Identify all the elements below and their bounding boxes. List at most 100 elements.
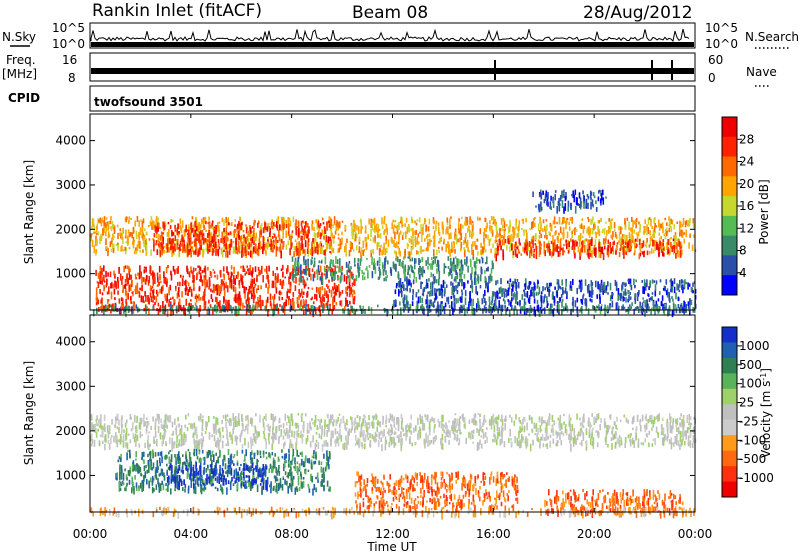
cell: [265, 251, 267, 254]
cell: [268, 266, 270, 272]
cell: [105, 271, 107, 278]
cell: [124, 247, 126, 251]
cell: [104, 281, 106, 283]
cell: [223, 228, 225, 232]
cell: [517, 301, 519, 305]
cell: [492, 244, 494, 249]
cell: [329, 237, 331, 242]
cell: [436, 264, 438, 267]
cell: [640, 306, 642, 309]
cell: [565, 223, 567, 230]
cell: [426, 295, 428, 300]
cell: [353, 249, 355, 252]
cell: [460, 305, 462, 312]
cell: [570, 217, 572, 221]
cell: [577, 307, 579, 310]
cell: [159, 274, 161, 280]
cell: [123, 249, 125, 251]
cell: [537, 286, 539, 289]
cell: [144, 267, 146, 269]
cell: [628, 221, 630, 227]
cell: [597, 442, 599, 447]
cell: [139, 288, 141, 291]
cell: [563, 190, 565, 194]
cell: [205, 305, 207, 309]
cell: [234, 278, 236, 285]
cell: [562, 220, 564, 224]
cell: [107, 223, 109, 230]
cell: [490, 249, 492, 253]
cell: [652, 279, 654, 283]
cell: [209, 277, 211, 281]
cell: [276, 246, 278, 248]
cell: [522, 294, 524, 300]
cell: [416, 292, 418, 294]
cell: [265, 283, 267, 287]
cell: [390, 267, 392, 273]
cell: [492, 291, 494, 299]
cell: [597, 227, 599, 229]
cell: [439, 290, 441, 296]
cell: [223, 266, 225, 271]
cell: [608, 218, 610, 222]
cell: [266, 266, 268, 274]
cell: [172, 238, 174, 243]
cell: [257, 286, 259, 289]
cell: [477, 298, 479, 305]
cell: [615, 280, 617, 286]
cell: [261, 268, 263, 274]
cell: [485, 262, 487, 264]
cell: [433, 249, 435, 256]
cell: [410, 283, 412, 288]
cell: [305, 282, 307, 285]
cell: [432, 305, 434, 307]
cell: [105, 222, 107, 227]
cell: [385, 270, 387, 275]
cell: [253, 287, 255, 293]
cell: [589, 246, 591, 250]
cell: [480, 285, 482, 288]
cell: [615, 232, 617, 238]
cell: [603, 197, 605, 204]
cell: [384, 217, 386, 225]
cell: [499, 239, 501, 243]
cell: [187, 250, 189, 257]
cell: [175, 229, 177, 231]
cell: [465, 298, 467, 306]
cell: [427, 257, 429, 264]
cell: [427, 234, 429, 238]
cell: [351, 243, 353, 249]
cell: [418, 251, 420, 255]
cell: [669, 305, 671, 309]
cell: [472, 224, 474, 230]
cell: [319, 260, 321, 263]
cell: [180, 218, 182, 224]
cell: [260, 227, 262, 229]
cell: [537, 300, 539, 305]
cell: [451, 296, 453, 299]
cell: [618, 308, 620, 314]
cell: [297, 304, 299, 308]
cell: [486, 427, 488, 430]
cell: [201, 219, 203, 224]
cell: [552, 235, 554, 243]
cell: [331, 290, 333, 298]
cell: [551, 241, 553, 244]
cell: [349, 282, 351, 289]
power-panel: [90, 114, 695, 310]
cell: [575, 300, 577, 307]
cell: [412, 295, 414, 301]
cell: [353, 308, 355, 315]
cell: [612, 293, 614, 296]
cell: [525, 229, 527, 232]
cell: [102, 292, 104, 295]
cell: [157, 292, 159, 295]
cell: [98, 300, 100, 305]
cell: [235, 247, 237, 250]
cell: [648, 306, 650, 311]
cell: [226, 227, 228, 231]
cell: [512, 281, 514, 285]
cell: [508, 226, 510, 233]
cell: [263, 236, 265, 242]
cell: [560, 297, 562, 301]
